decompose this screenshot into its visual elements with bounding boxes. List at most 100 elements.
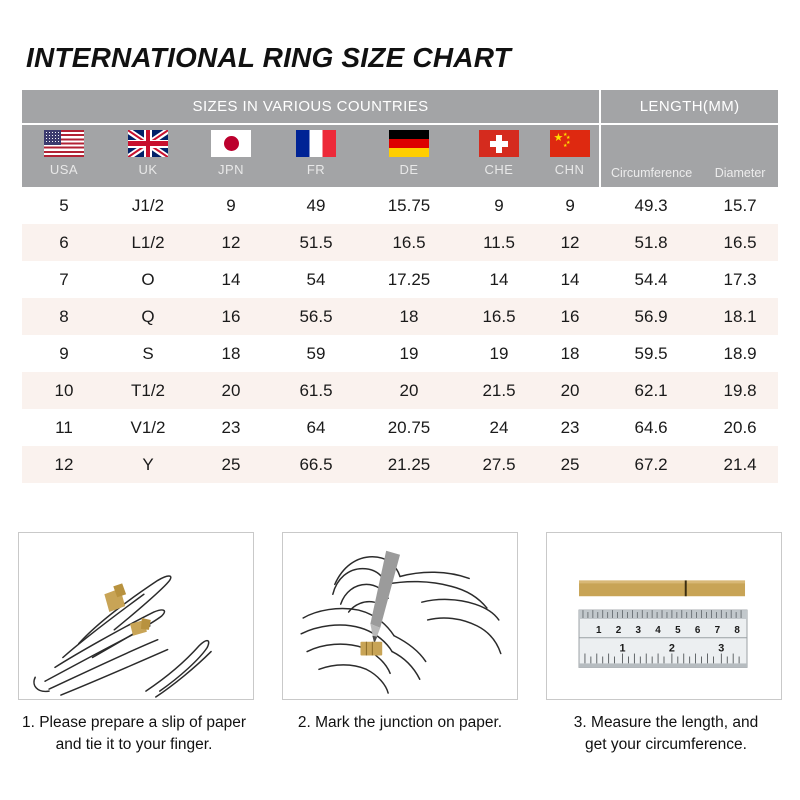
caption-step-1-line1: 1. Please prepare a slip of paper bbox=[21, 714, 247, 731]
cell-circumference: 49.3 bbox=[600, 187, 703, 224]
cell-jpn: 18 bbox=[190, 335, 272, 372]
cell-usa: 11 bbox=[22, 409, 106, 446]
flag-fr-icon bbox=[296, 130, 336, 157]
cell-uk: Q bbox=[106, 298, 190, 335]
table-flag-header-row: USA UK bbox=[22, 123, 779, 187]
cell-che: 14 bbox=[458, 261, 540, 298]
cell-de: 21.25 bbox=[360, 446, 458, 483]
cell-chn: 9 bbox=[540, 187, 601, 224]
cell-diameter: 19.8 bbox=[702, 372, 779, 409]
column-code-fr: FR bbox=[306, 162, 326, 177]
page-title: INTERNATIONAL RING SIZE CHART bbox=[26, 42, 511, 73]
panel-step-2 bbox=[282, 532, 518, 700]
column-code-usa: USA bbox=[49, 162, 79, 177]
ruler-measuring-strip-illustration: 1 2 3 4 5 6 7 8 1 2 3 bbox=[578, 580, 748, 668]
column-code-jpn: JPN bbox=[217, 162, 245, 177]
flag-jp-icon bbox=[211, 130, 251, 157]
column-header-fr: FR bbox=[272, 123, 360, 187]
cell-chn: 14 bbox=[540, 261, 601, 298]
table-row: 6 L1/2 12 51.5 16.5 11.5 12 51.8 16.5 bbox=[22, 224, 779, 261]
flag-cn-icon: ★ ★ ★ ★ ★ bbox=[549, 130, 590, 157]
cell-de: 19 bbox=[360, 335, 458, 372]
cell-uk: V1/2 bbox=[106, 409, 190, 446]
flag-de-icon bbox=[389, 130, 429, 157]
table-row: 12 Y 25 66.5 21.25 27.5 25 67.2 21.4 bbox=[22, 446, 779, 483]
cell-usa: 8 bbox=[22, 298, 106, 335]
hand-marking-with-pen-illustration bbox=[300, 550, 502, 694]
cell-fr: 66.5 bbox=[272, 446, 360, 483]
paper-strip-measured bbox=[579, 580, 746, 597]
svg-text:7: 7 bbox=[715, 625, 721, 636]
table-row: 10 T1/2 20 61.5 20 21.5 20 62.1 19.8 bbox=[22, 372, 779, 409]
ring-size-table: SIZES IN VARIOUS COUNTRIES LENGTH(MM) US… bbox=[22, 90, 779, 483]
cell-che: 19 bbox=[458, 335, 540, 372]
cell-jpn: 9 bbox=[190, 187, 272, 224]
cell-usa: 7 bbox=[22, 261, 106, 298]
cell-chn: 12 bbox=[540, 224, 601, 261]
cell-uk: J1/2 bbox=[106, 187, 190, 224]
cell-jpn: 16 bbox=[190, 298, 272, 335]
ruler-icon: 1 2 3 4 5 6 7 8 1 2 3 bbox=[578, 609, 748, 668]
group-header-length: LENGTH(MM) bbox=[599, 90, 779, 124]
cell-usa: 9 bbox=[22, 335, 106, 372]
caption-step-3-line2: get your circumference. bbox=[585, 736, 747, 753]
cell-de: 16.5 bbox=[360, 224, 458, 261]
cell-circumference: 56.9 bbox=[600, 298, 703, 335]
cell-usa: 5 bbox=[22, 187, 106, 224]
svg-text:3: 3 bbox=[718, 643, 724, 655]
cell-che: 9 bbox=[458, 187, 540, 224]
flag-ch-icon bbox=[479, 130, 519, 157]
svg-text:1: 1 bbox=[596, 625, 602, 636]
ring-size-table-wrapper: SIZES IN VARIOUS COUNTRIES LENGTH(MM) US… bbox=[22, 90, 779, 483]
svg-text:8: 8 bbox=[734, 625, 740, 636]
svg-text:3: 3 bbox=[636, 625, 642, 636]
circumference-label: Circumference bbox=[610, 166, 693, 180]
cell-jpn: 14 bbox=[190, 261, 272, 298]
svg-text:4: 4 bbox=[655, 625, 661, 636]
column-header-diameter: Diameter bbox=[702, 123, 779, 187]
column-header-usa: USA bbox=[22, 123, 106, 187]
flag-uk-icon bbox=[128, 130, 168, 157]
cell-diameter: 21.4 bbox=[702, 446, 779, 483]
column-header-chn: ★ ★ ★ ★ ★ CHN bbox=[540, 123, 601, 187]
cell-fr: 54 bbox=[272, 261, 360, 298]
cell-usa: 10 bbox=[22, 372, 106, 409]
column-code-chn: CHN bbox=[554, 162, 585, 177]
cell-de: 20 bbox=[360, 372, 458, 409]
cell-jpn: 23 bbox=[190, 409, 272, 446]
cell-circumference: 54.4 bbox=[600, 261, 703, 298]
column-header-jpn: JPN bbox=[190, 123, 272, 187]
caption-step-2-line1: 2. Mark the junction on paper. bbox=[297, 714, 503, 731]
cell-fr: 61.5 bbox=[272, 372, 360, 409]
column-code-che: CHE bbox=[484, 162, 514, 177]
flag-us-icon bbox=[44, 130, 84, 157]
table-row: 9 S 18 59 19 19 18 59.5 18.9 bbox=[22, 335, 779, 372]
cell-diameter: 15.7 bbox=[702, 187, 779, 224]
cell-diameter: 17.3 bbox=[702, 261, 779, 298]
cell-usa: 12 bbox=[22, 446, 106, 483]
pen-icon bbox=[370, 550, 400, 644]
svg-text:6: 6 bbox=[695, 625, 701, 636]
cell-uk: S bbox=[106, 335, 190, 372]
cell-chn: 25 bbox=[540, 446, 601, 483]
panel-step-3: 1 2 3 4 5 6 7 8 1 2 3 bbox=[546, 532, 782, 700]
svg-text:2: 2 bbox=[669, 643, 675, 655]
table-row: 7 O 14 54 17.25 14 14 54.4 17.3 bbox=[22, 261, 779, 298]
cell-fr: 59 bbox=[272, 335, 360, 372]
group-header-countries: SIZES IN VARIOUS COUNTRIES bbox=[22, 90, 601, 124]
cell-chn: 16 bbox=[540, 298, 601, 335]
svg-text:1: 1 bbox=[619, 643, 625, 655]
caption-step-3-line1: 3. Measure the length, and bbox=[573, 714, 759, 731]
cell-circumference: 62.1 bbox=[600, 372, 703, 409]
cell-che: 24 bbox=[458, 409, 540, 446]
cell-jpn: 20 bbox=[190, 372, 272, 409]
panel-step-1 bbox=[18, 532, 254, 700]
column-header-che: CHE bbox=[458, 123, 540, 187]
column-code-uk: UK bbox=[138, 162, 158, 177]
cell-jpn: 25 bbox=[190, 446, 272, 483]
cell-chn: 23 bbox=[540, 409, 601, 446]
cell-circumference: 51.8 bbox=[600, 224, 703, 261]
caption-step-3: 3. Measure the length, and get your circ… bbox=[540, 712, 792, 756]
instruction-panels: 1 2 3 4 5 6 7 8 1 2 3 bbox=[18, 532, 782, 700]
cell-fr: 56.5 bbox=[272, 298, 360, 335]
